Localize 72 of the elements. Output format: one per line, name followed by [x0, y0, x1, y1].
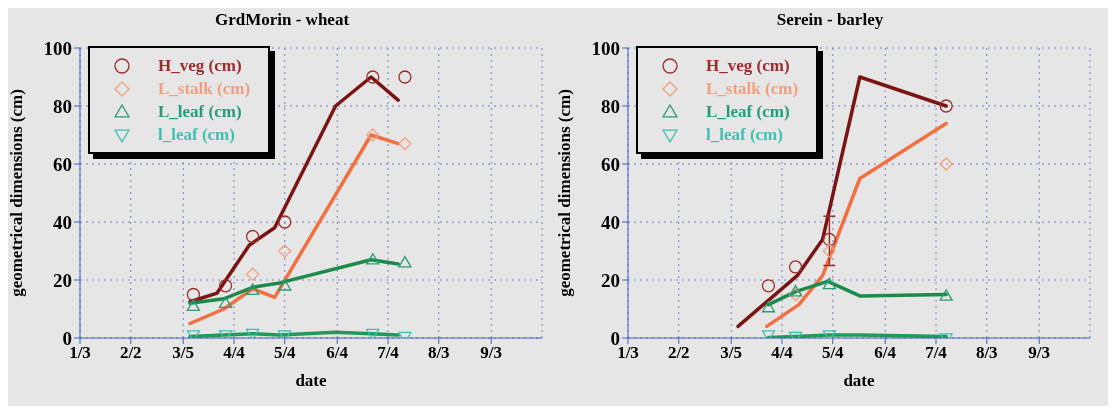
- x-tick-label: 3/5: [720, 343, 743, 363]
- point: [788, 287, 803, 302]
- point: [366, 128, 380, 142]
- point: [788, 284, 803, 297]
- x-tick-label: 1/3: [617, 343, 639, 363]
- legend-label: H_veg (cm): [158, 55, 242, 76]
- x-tick-label: 4/4: [223, 343, 246, 363]
- x-tick-label: 6/4: [874, 343, 897, 363]
- point: [278, 244, 292, 258]
- legend-label: L_stalk (cm): [158, 78, 251, 99]
- x-tick-label: 5/4: [273, 343, 297, 363]
- point: [278, 279, 292, 291]
- point: [398, 255, 412, 268]
- point: [186, 287, 201, 302]
- x-tick-label: 9/3: [1028, 343, 1051, 363]
- y-tick-label: 100: [43, 37, 72, 59]
- x-tick-label: 2/2: [667, 343, 690, 363]
- point: [218, 279, 233, 293]
- y-tick-label: 0: [62, 327, 72, 349]
- x-tick-label: 1/3: [69, 343, 91, 363]
- point: [822, 232, 837, 247]
- point: [278, 215, 292, 229]
- x-axis-title: date: [295, 371, 328, 390]
- chart-title: Serein - barley: [775, 10, 885, 30]
- y-tick-label: 100: [591, 37, 620, 59]
- point: [939, 289, 953, 301]
- legend-label: L_leaf (cm): [158, 101, 242, 122]
- point: [366, 328, 380, 338]
- point: [366, 70, 380, 84]
- y-tick-label: 80: [601, 95, 620, 117]
- point: [788, 260, 803, 274]
- legend-label: L_leaf (cm): [706, 101, 790, 122]
- point: [761, 300, 776, 313]
- x-tick-label: 3/5: [172, 343, 195, 363]
- x-tick-label: 5/4: [821, 343, 845, 363]
- legend-label: L_stalk (cm): [706, 78, 799, 99]
- y-tick-label: 20: [53, 269, 72, 291]
- x-tick-label: 7/4: [925, 343, 948, 363]
- point: [245, 283, 260, 295]
- y-tick-label: 40: [601, 211, 620, 233]
- point: [186, 299, 201, 311]
- y-tick-label: 60: [53, 153, 72, 175]
- point: [218, 296, 233, 309]
- x-tick-label: 9/3: [480, 343, 503, 363]
- y-axis-title: geometrical dimensions (cm): [7, 89, 27, 297]
- legend-label: H_veg (cm): [706, 55, 790, 76]
- point: [366, 253, 380, 265]
- point: [245, 267, 260, 281]
- y-tick-label: 40: [53, 211, 72, 233]
- x-tick-label: 8/3: [427, 343, 450, 363]
- x-tick-label: 2/2: [119, 343, 142, 363]
- x-axis-title: date: [843, 371, 876, 390]
- chart-title: GrdMorin - wheat: [213, 10, 351, 30]
- point: [939, 99, 953, 113]
- y-tick-label: 60: [601, 153, 620, 175]
- x-tick-label: 8/3: [975, 343, 998, 363]
- point: [761, 279, 776, 293]
- x-tick-label: 4/4: [771, 343, 794, 363]
- legend-label: l_leaf (cm): [158, 124, 235, 145]
- point: [245, 229, 260, 244]
- y-tick-label: 0: [610, 327, 620, 349]
- point: [939, 157, 953, 171]
- point: [398, 137, 412, 151]
- y-axis-title: geometrical dimensions (cm): [555, 89, 575, 297]
- point: [822, 244, 837, 258]
- point: [822, 277, 837, 290]
- y-tick-label: 80: [53, 95, 72, 117]
- x-tick-label: 6/4: [326, 343, 349, 363]
- legend-label: l_leaf (cm): [706, 124, 783, 145]
- point: [398, 70, 412, 84]
- y-tick-label: 20: [601, 269, 620, 291]
- x-tick-label: 7/4: [377, 343, 400, 363]
